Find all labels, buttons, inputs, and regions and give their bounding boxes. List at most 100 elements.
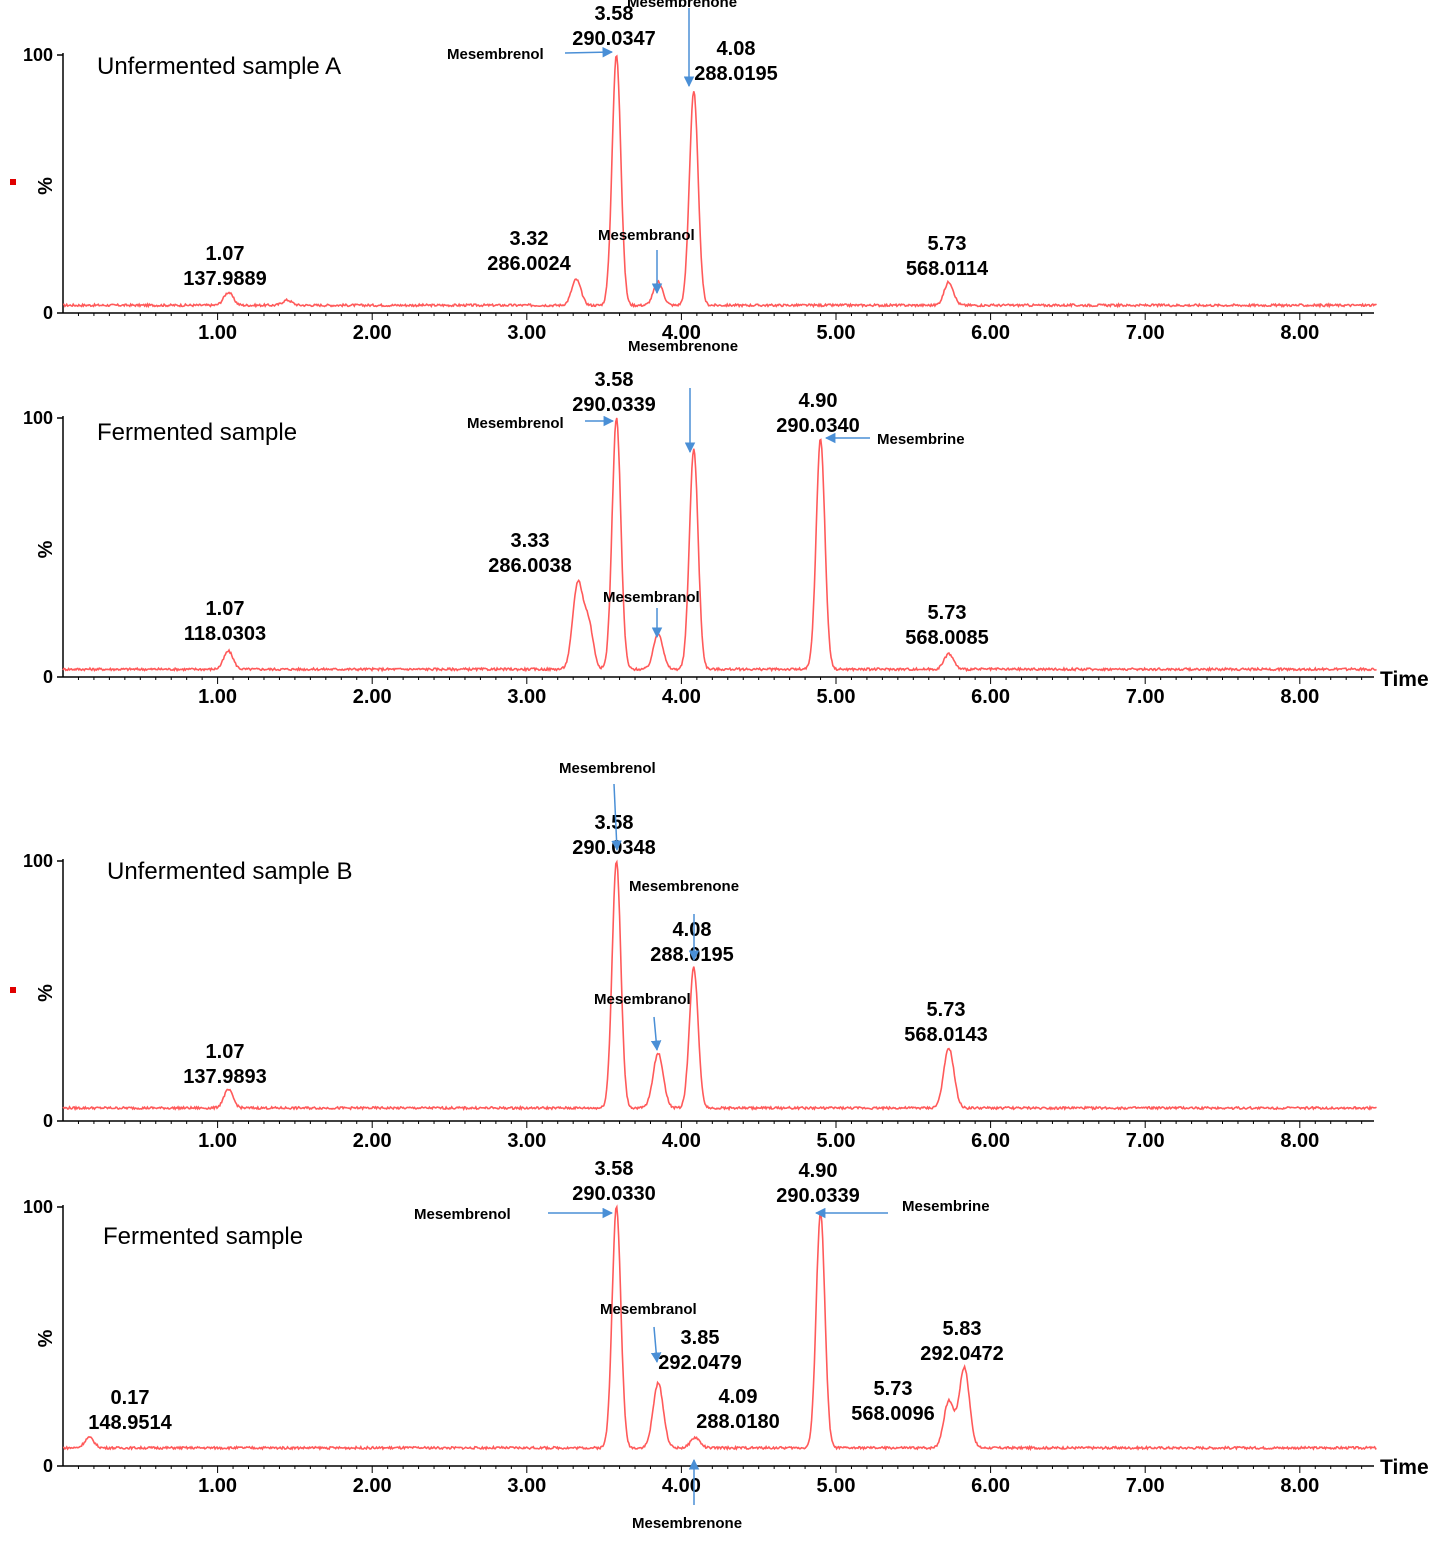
annotation-label: Mesembrine (877, 431, 965, 448)
annotation-label: Mesembrenone (632, 1515, 742, 1532)
sample-title: Unfermented sample B (107, 858, 352, 885)
x-tick-label: 8.00 (1280, 1130, 1319, 1152)
peak-label: 5.73 568.0096 (851, 1378, 934, 1425)
x-tick-label: 3.00 (507, 1130, 546, 1152)
peak-label-mass: 292.0479 (658, 1352, 741, 1374)
peak-label: 4.09 288.0180 (696, 1386, 779, 1433)
annotation-label: Mesembrenone (629, 878, 739, 895)
annotation-label: Mesembrenol (559, 760, 656, 777)
x-tick-label: 1.00 (198, 1130, 237, 1152)
peak-label-time: 5.73 (928, 233, 967, 255)
x-tick-label: 1.00 (198, 686, 237, 708)
peak-label-time: 4.08 (717, 38, 756, 60)
annotation-arrow (650, 1016, 662, 1052)
annotation-mesembrenone: Mesembrenone (627, 0, 737, 88)
peak-label: 5.83 292.0472 (920, 1318, 1003, 1365)
y-tick-label: 100 (23, 45, 53, 65)
x-tick-label: 4.00 (662, 1130, 701, 1152)
peak-label-mass: 137.9889 (183, 268, 266, 290)
edge-marker (10, 987, 16, 993)
annotation-label: Mesembranol (603, 589, 700, 606)
annotation-mesembranol: Mesembranol (600, 1301, 697, 1364)
x-tick-label: 2.00 (353, 322, 392, 344)
peak-label-time: 3.58 (595, 812, 634, 834)
peak-label-mass: 137.9893 (183, 1066, 266, 1088)
peak-label: 1.07 118.0303 (184, 598, 266, 645)
peak-label-mass: 288.0195 (650, 944, 733, 966)
peak-label: 5.73 568.0114 (906, 233, 989, 280)
y-tick-label: 0 (43, 667, 53, 687)
y-axis-label: % (35, 540, 57, 558)
annotation-mesembrenol: Mesembrenol (414, 1206, 614, 1223)
peak-label: 5.73 568.0085 (905, 602, 988, 649)
chromatogram-trace (62, 1204, 1377, 1452)
x-tick-label: 1.00 (198, 322, 237, 344)
annotation-mesembranol: Mesembranol (598, 227, 695, 295)
chromatogram-trace (62, 859, 1377, 1112)
annotation-mesembrenol: Mesembrenol (467, 415, 615, 432)
x-tick-label: 8.00 (1280, 686, 1319, 708)
peak-label: 3.58 290.0339 (572, 369, 655, 416)
x-axis-label: Time (1380, 668, 1429, 691)
y-tick-label: 100 (23, 851, 53, 871)
x-tick-label: 4.00 (662, 322, 701, 344)
x-tick-label: 5.00 (817, 1475, 856, 1497)
x-tick-label: 3.00 (507, 322, 546, 344)
y-tick-label: 0 (43, 1456, 53, 1476)
y-axis-label: % (35, 177, 57, 195)
x-tick-label: 8.00 (1280, 1475, 1319, 1497)
x-tick-label: 3.00 (507, 686, 546, 708)
peak-label-mass: 290.0339 (572, 394, 655, 416)
x-tick-label: 6.00 (971, 1475, 1010, 1497)
peak-label: 4.08 288.0195 (694, 38, 777, 85)
annotation-label: Mesembrenol (467, 415, 564, 432)
peak-label-time: 5.73 (927, 999, 966, 1021)
annotation-mesembranol: Mesembranol (594, 991, 691, 1052)
x-tick-label: 8.00 (1280, 322, 1319, 344)
annotation-mesembrenone: Mesembrenone (628, 338, 738, 454)
annotation-mesembranol: Mesembranol (603, 589, 700, 639)
y-tick-label: 0 (43, 303, 53, 323)
peak-label-mass: 288.0195 (694, 63, 777, 85)
x-tick-label: 7.00 (1126, 686, 1165, 708)
peak-label-time: 4.90 (799, 390, 838, 412)
annotation-label: Mesembrenone (628, 338, 738, 355)
annotation-mesembrenol: Mesembrenol (447, 46, 614, 63)
x-tick-label: 4.00 (662, 1475, 701, 1497)
annotation-arrow (611, 783, 622, 852)
annotation-arrow (650, 1326, 662, 1364)
peak-label: 4.90 290.0340 (776, 390, 859, 437)
peak-label: 3.33 286.0038 (488, 530, 571, 577)
sample-title: Fermented sample (97, 419, 297, 446)
x-tick-label: 7.00 (1126, 322, 1165, 344)
peak-label: 3.32 286.0024 (487, 228, 571, 275)
y-tick-label: 100 (23, 408, 53, 428)
peak-label-time: 4.09 (719, 1386, 758, 1408)
y-axis-label: % (35, 984, 57, 1002)
peak-label-mass: 290.0340 (776, 415, 859, 437)
x-tick-label: 6.00 (971, 322, 1010, 344)
peak-label-time: 3.32 (510, 228, 549, 250)
peak-label-time: 3.58 (595, 3, 634, 25)
peak-label-time: 3.58 (595, 369, 634, 391)
chromatogram-panel-unfermented-a: 0 100% 1.00 2.00 3.00 4.00 5.00 6.00 7.00 8.00 1.… (23, 0, 1377, 344)
peak-label-mass: 568.0096 (851, 1403, 934, 1425)
peak-label: 3.58 290.0330 (572, 1158, 655, 1205)
peak-label-mass: 148.9514 (88, 1412, 172, 1434)
x-tick-label: 2.00 (353, 686, 392, 708)
peak-label-mass: 286.0038 (488, 555, 571, 577)
peak-label-time: 4.08 (673, 919, 712, 941)
peak-label-time: 0.17 (111, 1387, 150, 1409)
peak-label: 0.17 148.9514 (88, 1387, 172, 1434)
peak-label-time: 1.07 (206, 243, 245, 265)
x-tick-label: 2.00 (353, 1130, 392, 1152)
annotation-label: Mesembrenol (447, 46, 544, 63)
peak-label-time: 1.07 (206, 598, 245, 620)
x-tick-label: 7.00 (1126, 1130, 1165, 1152)
annotation-label: Mesembranol (598, 227, 695, 244)
peak-label: 1.07 137.9893 (183, 1041, 266, 1088)
edge-marker (10, 179, 16, 185)
y-tick-label: 100 (23, 1197, 53, 1217)
peak-label-mass: 288.0180 (696, 1411, 779, 1433)
